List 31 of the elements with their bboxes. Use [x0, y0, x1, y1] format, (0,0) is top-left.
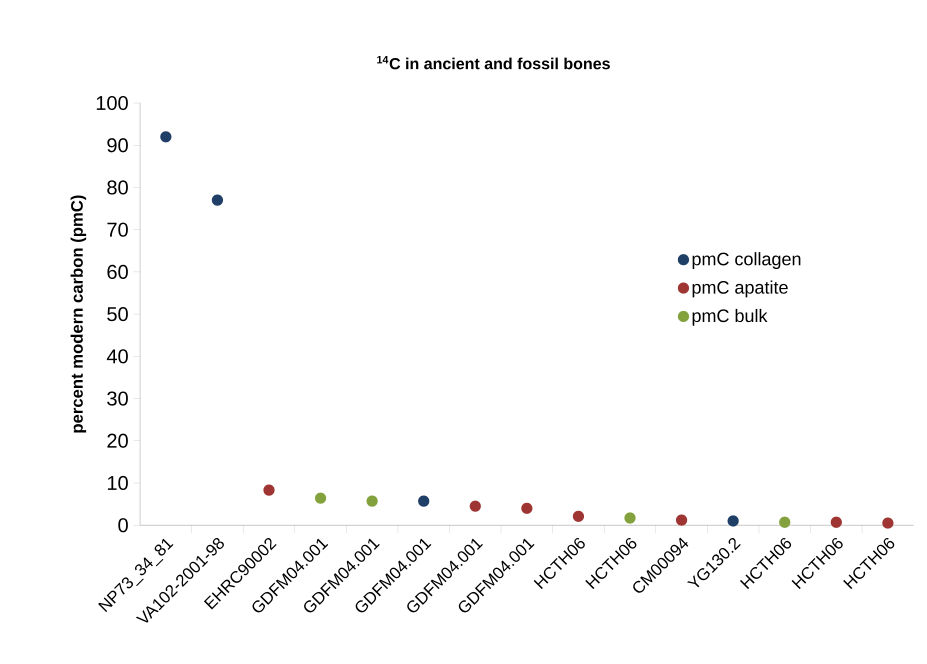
point — [160, 131, 172, 142]
y-tick-label: 60 — [107, 264, 128, 279]
y-axis-title: percent modern carbon (pmC) — [70, 195, 86, 432]
point — [263, 484, 275, 496]
point — [624, 512, 636, 524]
y-tick-label: 20 — [107, 434, 128, 448]
point — [470, 500, 481, 512]
y-tick-label: 30 — [107, 391, 128, 406]
y-tick-label: 80 — [107, 180, 128, 194]
y-tick-label: 100 — [96, 96, 128, 110]
legend-label: pmC bulk — [692, 308, 768, 326]
point — [418, 495, 430, 507]
point — [521, 502, 532, 514]
legend-label: pmC collagen — [692, 252, 800, 269]
y-tick-label: 90 — [107, 138, 128, 152]
y-tick-label: 10 — [108, 476, 128, 490]
point — [830, 516, 842, 528]
legend-label: pmC apatite — [692, 280, 788, 298]
chart-title: $^{14}$C in ancient and fossil bones — [377, 56, 610, 70]
point — [779, 516, 790, 528]
point — [572, 510, 584, 522]
point — [314, 492, 326, 504]
y-tick-label: 70 — [107, 222, 128, 237]
point — [212, 194, 224, 206]
point — [366, 495, 378, 507]
y-tick-label: 0 — [118, 518, 128, 532]
y-tick-label: 40 — [106, 349, 128, 364]
point — [676, 514, 688, 526]
y-tick-label: 50 — [107, 306, 128, 322]
point — [882, 517, 894, 529]
point — [728, 515, 739, 526]
